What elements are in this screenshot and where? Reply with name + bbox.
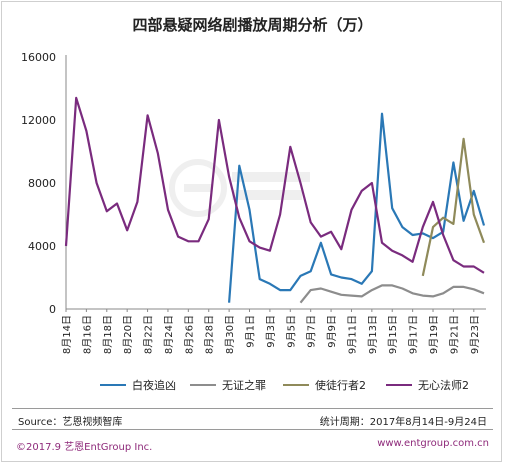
x-tick-label: 8月20日 bbox=[122, 315, 134, 354]
x-tick-label: 8月14日 bbox=[61, 315, 73, 354]
x-tick-label: 8月18日 bbox=[102, 315, 114, 354]
x-tick-label: 9月9日 bbox=[326, 315, 338, 348]
x-tick-label: 8月26日 bbox=[183, 315, 195, 354]
legend-label-wuxin: 无心法师2 bbox=[418, 379, 469, 392]
x-tick-label: 9月19日 bbox=[428, 315, 440, 354]
x-tick-label: 9月5日 bbox=[285, 315, 297, 348]
x-tick-label: 9月3日 bbox=[265, 315, 277, 348]
series-line-wuxin bbox=[64, 96, 485, 274]
series-line-baiye bbox=[228, 112, 486, 303]
chart-title: 四部悬疑网络剧播放周期分析（万） bbox=[132, 16, 373, 34]
x-tick-label: 9月1日 bbox=[245, 315, 257, 348]
entgroup-logo-watermark bbox=[169, 159, 310, 217]
x-tick-label: 8月28日 bbox=[204, 315, 216, 354]
x-tick-label: 9月17日 bbox=[408, 315, 420, 354]
series-line-wuzheng bbox=[299, 284, 485, 304]
x-tick-label: 8月24日 bbox=[163, 315, 175, 354]
legend-swatch-wuzheng bbox=[190, 384, 216, 386]
x-tick-label: 9月11日 bbox=[346, 315, 358, 354]
legend-swatch-wuxin bbox=[386, 384, 412, 386]
y-tick-label: 8000 bbox=[28, 177, 56, 190]
x-tick-label: 9月7日 bbox=[306, 315, 318, 348]
x-tick-label: 8月30日 bbox=[224, 315, 236, 354]
x-tick-label: 8月22日 bbox=[143, 315, 155, 354]
legend-swatch-baiye bbox=[100, 384, 126, 386]
legend-label-shitu: 使徒行者2 bbox=[315, 379, 366, 392]
x-tick-label: 8月16日 bbox=[81, 315, 93, 354]
y-tick-label: 12000 bbox=[21, 114, 56, 127]
copyright: ©2017.9 艺恩EntGroup Inc. bbox=[16, 442, 153, 453]
series-line-shitu bbox=[421, 137, 486, 277]
chart-legend: 白夜追凶 无证之罪 使徒行者2 无心法师2 bbox=[0, 376, 505, 396]
x-tick-label: 9月13日 bbox=[367, 315, 379, 354]
x-tick-label: 9月15日 bbox=[387, 315, 399, 354]
y-tick-label: 0 bbox=[49, 303, 56, 316]
legend-label-wuzheng: 无证之罪 bbox=[222, 379, 266, 392]
source-row: Source：艺恩视频智库 统计周期：2017年8月14日-9月24日 bbox=[12, 408, 493, 430]
x-tick-label: 9月23日 bbox=[469, 315, 481, 354]
line-chart: 0 4000 8000 12000 16000 8月14日 8月16日 8月18日 8月20日 8… bbox=[21, 51, 486, 354]
y-tick-label: 4000 bbox=[28, 240, 56, 253]
x-tick-label: 9月21日 bbox=[448, 315, 460, 354]
legend-swatch-shitu bbox=[283, 384, 309, 386]
period-label: 统计周期：2017年8月14日-9月24日 bbox=[319, 417, 487, 428]
website: www.entgroup.com.cn bbox=[377, 438, 489, 449]
y-tick-label: 16000 bbox=[21, 51, 56, 64]
source-label: Source：艺恩视频智库 bbox=[18, 417, 123, 428]
legend-label-baiye: 白夜追凶 bbox=[132, 379, 176, 392]
